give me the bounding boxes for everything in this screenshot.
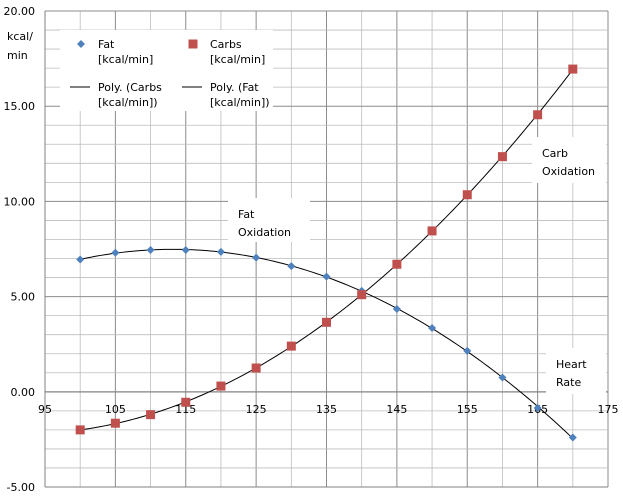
fat-point bbox=[181, 245, 190, 254]
carbs-point bbox=[533, 110, 543, 120]
legend-entry-label: Fat bbox=[98, 38, 115, 51]
annotation: Carb Oxidation bbox=[532, 137, 606, 183]
x-tick-label: 115 bbox=[175, 403, 196, 416]
fat-point bbox=[216, 247, 225, 256]
x-tick-label: 175 bbox=[598, 403, 619, 416]
legend-carbs-marker bbox=[188, 39, 198, 49]
legend-entry-label: [kcal/min]) bbox=[98, 96, 158, 109]
annotation-box bbox=[532, 137, 606, 183]
carbs-point bbox=[251, 363, 261, 373]
carbs-point bbox=[497, 152, 507, 162]
y-axis-title: kcal/ bbox=[7, 30, 33, 43]
legend-fat-marker bbox=[77, 40, 85, 48]
y-tick-label: 0.00 bbox=[11, 386, 36, 399]
annotation-text: Carb bbox=[542, 147, 568, 160]
annotation-box bbox=[546, 348, 606, 394]
fat-point bbox=[252, 253, 261, 262]
fat-point bbox=[428, 324, 437, 333]
legend: Fat [kcal/min] Carbs [kcal/min] Poly. (Carbs… bbox=[60, 30, 273, 111]
carbs-point bbox=[357, 290, 367, 300]
carbs-point bbox=[462, 190, 472, 200]
fat-point bbox=[111, 248, 120, 257]
legend-entry-label: [kcal/min] bbox=[98, 53, 153, 66]
fat-point bbox=[463, 346, 472, 355]
x-tick-label: 135 bbox=[316, 403, 337, 416]
y-tick-label: -5.00 bbox=[7, 481, 35, 494]
x-tick-label: 105 bbox=[105, 403, 126, 416]
legend-entry-label: Poly. (Fat bbox=[210, 81, 259, 94]
fat-point bbox=[498, 373, 507, 382]
carbs-point bbox=[286, 341, 296, 351]
annotation-text: Oxidation bbox=[542, 165, 595, 178]
fat-point bbox=[533, 403, 542, 412]
fat-point bbox=[392, 304, 401, 313]
annotation-text: Fat bbox=[238, 208, 255, 221]
carbs-point bbox=[75, 425, 85, 435]
carbs-point bbox=[322, 317, 331, 327]
annotation-text: Oxidation bbox=[238, 226, 291, 239]
y-tick-label: 15.00 bbox=[4, 100, 36, 113]
carbs-point bbox=[216, 381, 226, 391]
x-tick-label: 95 bbox=[38, 403, 52, 416]
y-axis-title: min bbox=[7, 49, 28, 62]
fat-point bbox=[76, 255, 85, 264]
annotation: Heart Rate bbox=[546, 348, 606, 394]
carbs-point bbox=[392, 259, 402, 269]
carbs-point bbox=[427, 226, 437, 236]
y-tick-label: 10.00 bbox=[4, 195, 36, 208]
legend-entry-label: Poly. (Carbs bbox=[98, 81, 162, 94]
legend-box bbox=[60, 30, 273, 111]
carbs-point bbox=[568, 64, 578, 74]
x-tick-label: 155 bbox=[457, 403, 478, 416]
fat-point bbox=[287, 262, 296, 271]
y-tick-label: 20.00 bbox=[4, 5, 36, 18]
x-tick-label: 125 bbox=[246, 403, 267, 416]
annotation-text: Heart bbox=[556, 358, 587, 371]
annotation: Fat Oxidation bbox=[228, 198, 310, 242]
fat-point bbox=[146, 245, 155, 254]
legend-entry-label: [kcal/min] bbox=[210, 53, 265, 66]
annotation-text: Rate bbox=[556, 376, 581, 389]
fat-point bbox=[322, 272, 331, 281]
x-tick-label: 145 bbox=[386, 403, 407, 416]
carbs-point bbox=[146, 410, 156, 420]
fat-point bbox=[568, 433, 577, 442]
carbs-point bbox=[181, 397, 191, 407]
legend-entry-label: Carbs bbox=[210, 38, 242, 51]
carbs-point bbox=[110, 418, 120, 428]
legend-entry-label: [kcal/min]) bbox=[210, 96, 270, 109]
annotation-box bbox=[228, 198, 310, 242]
y-tick-label: 5.00 bbox=[11, 291, 36, 304]
